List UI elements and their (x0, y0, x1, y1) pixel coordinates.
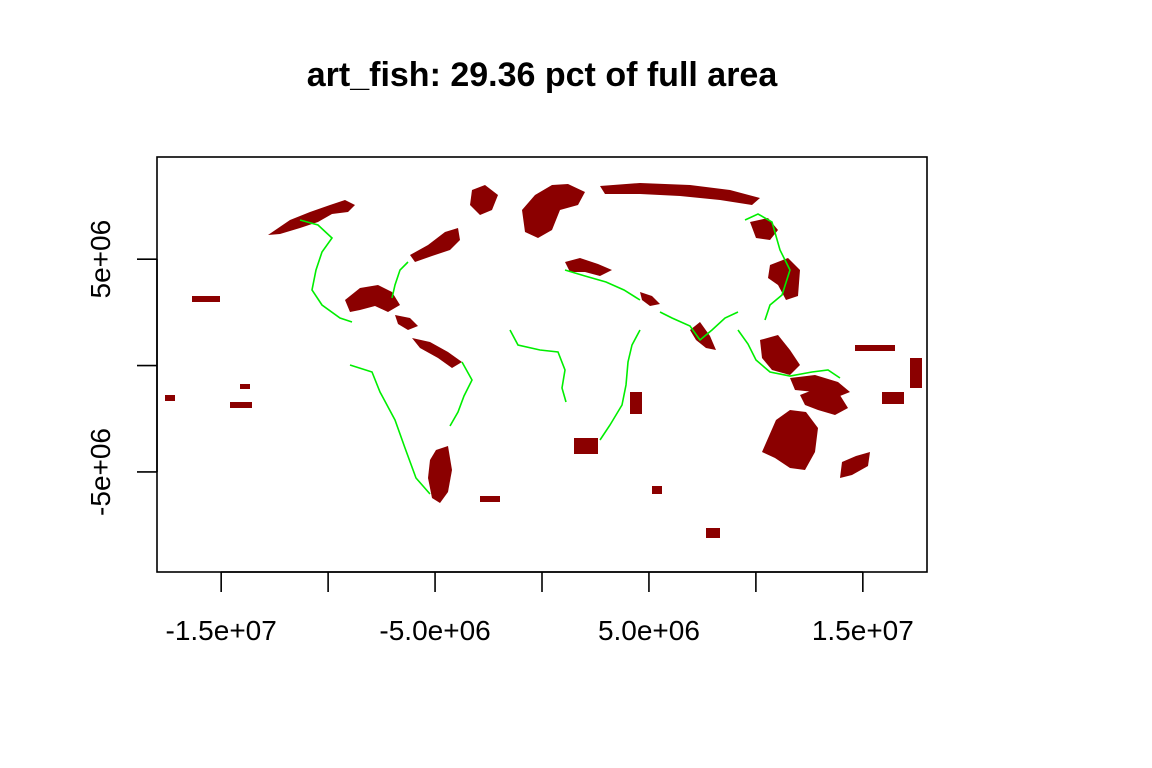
region-persian-gulf (640, 292, 660, 306)
region-arctic-russia (600, 183, 760, 205)
region-patagonia (428, 446, 452, 503)
y-tick-label: -5e+06 (85, 428, 116, 516)
region-east-asia (768, 258, 800, 300)
region-pacific-isles-4 (855, 345, 895, 351)
region-pacific-isles-6 (910, 358, 922, 388)
region-madagascar (630, 392, 642, 414)
region-pacific-isles-2 (230, 402, 252, 408)
region-australia-south (762, 410, 818, 470)
y-tick-label: 5e+06 (85, 220, 116, 299)
x-tick-label: 1.5e+07 (812, 615, 914, 646)
coastline-layer (299, 213, 841, 495)
region-gulf-mexico (345, 285, 400, 312)
region-falklands (480, 496, 500, 502)
region-alaska (268, 200, 355, 235)
region-scandinavia (522, 184, 585, 238)
coast-west-north-america (299, 219, 353, 323)
region-greenland (470, 185, 498, 215)
x-tick-label: 5.0e+06 (598, 615, 700, 646)
region-mediterranean (565, 258, 612, 276)
fishing-regions-layer (165, 183, 922, 538)
region-hawaii (192, 296, 220, 302)
region-antarctic-isle (706, 528, 720, 538)
region-north-atlantic-na (410, 228, 460, 262)
coast-europe (564, 269, 641, 301)
coast-south-asia (659, 311, 739, 342)
coast-east-north-america (391, 261, 409, 299)
coast-west-africa (509, 329, 567, 403)
region-southeast-asia (760, 335, 800, 375)
region-north-south-america (412, 338, 462, 368)
region-india (690, 322, 716, 350)
plot-title: art_fish: 29.36 pct of full area (306, 56, 778, 94)
coast-east-africa (599, 329, 641, 441)
region-kerguelen (652, 486, 662, 494)
x-tick-label: -1.5e+07 (166, 615, 277, 646)
coast-southeast-asia (737, 329, 841, 379)
coast-east-asia (744, 213, 791, 321)
x-axis: -1.5e+07 -5.0e+06 5.0e+06 1.5e+07 (166, 571, 914, 646)
coast-west-south-america (349, 364, 431, 495)
region-north-australia (800, 388, 848, 415)
region-new-zealand (840, 452, 870, 478)
coast-east-south-america (449, 361, 473, 427)
region-japan-sea (750, 218, 778, 240)
y-axis: 5e+06 -5e+06 (85, 220, 158, 516)
region-caribbean (395, 315, 418, 330)
region-south-africa (574, 438, 598, 454)
region-pacific-isles-1 (165, 395, 175, 401)
region-pacific-isles-3 (240, 384, 250, 389)
region-pacific-isles-5 (882, 392, 904, 404)
x-tick-label: -5.0e+06 (379, 615, 490, 646)
